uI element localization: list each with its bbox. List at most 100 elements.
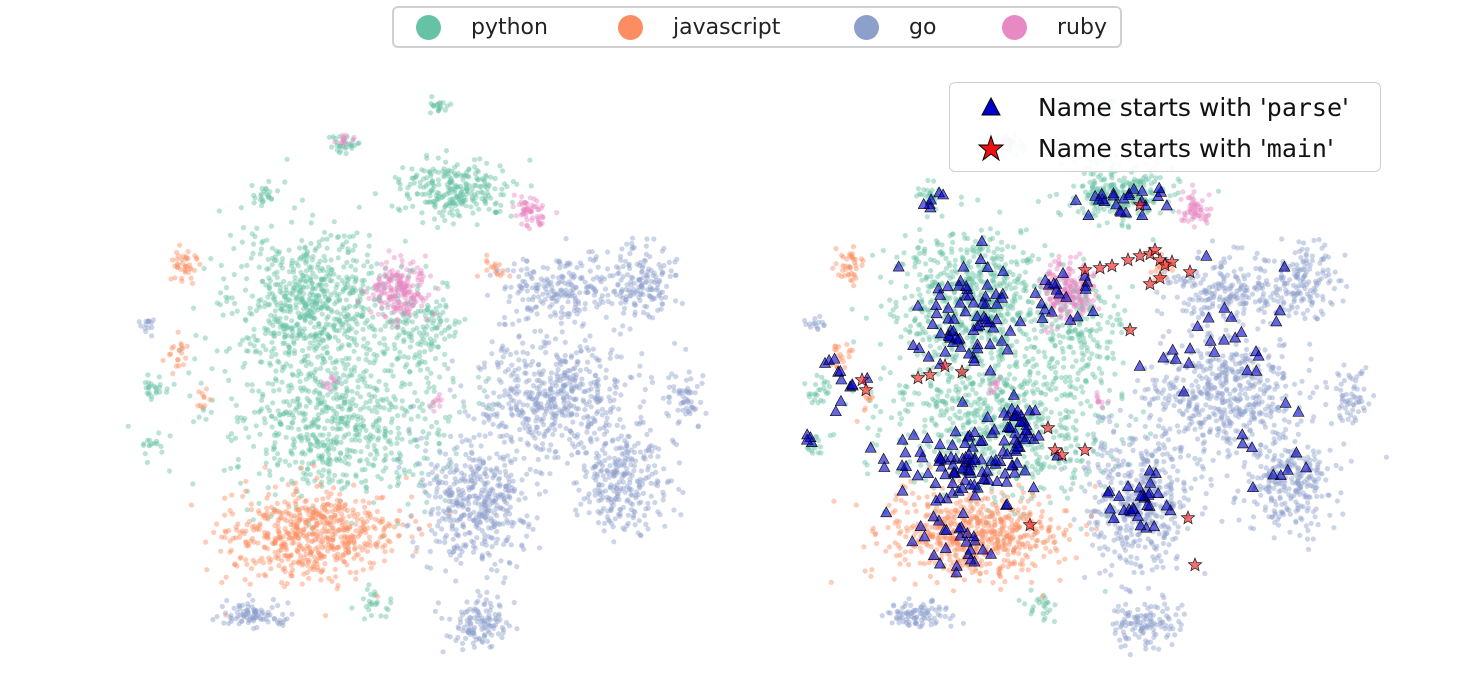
scatter-point-javascript: [197, 261, 203, 267]
scatter-point-python: [234, 464, 240, 470]
scatter-point-python: [296, 368, 302, 374]
scatter-point-python: [1144, 209, 1150, 215]
scatter-point-python: [328, 257, 334, 263]
scatter-point-python: [228, 437, 235, 444]
scatter-point-python: [454, 194, 460, 200]
scatter-point-python: [281, 411, 287, 417]
scatter-point-python: [272, 313, 278, 319]
scatter-point-python: [345, 250, 351, 256]
scatter-point-go: [502, 483, 508, 489]
scatter-point-python: [389, 362, 395, 368]
scatter-point-go: [396, 464, 402, 471]
scatter-point-python: [265, 294, 271, 300]
scatter-point-javascript: [359, 528, 365, 534]
scatter-point-python: [291, 266, 297, 272]
scatter-point-python: [455, 170, 461, 177]
scatter-point-go: [250, 597, 256, 603]
scatter-point-go: [545, 292, 552, 298]
scatter-point-javascript: [347, 569, 353, 576]
scatter-point-python: [321, 276, 327, 282]
scatter-point-python: [1120, 188, 1126, 194]
scatter-point-go: [614, 378, 621, 384]
scatter-point-python: [454, 184, 461, 190]
scatter-point-python: [444, 191, 450, 197]
scatter-point-python: [417, 179, 423, 185]
scatter-point-python: [343, 314, 349, 320]
scatter-point-python: [305, 310, 311, 317]
scatter-point-python: [256, 388, 262, 394]
scatter-point-python: [269, 354, 275, 360]
scatter-point-python: [314, 301, 320, 307]
scatter-point-python: [320, 356, 326, 362]
scatter-point-ruby: [535, 206, 541, 212]
scatter-point-python: [414, 191, 420, 197]
scatter-point-javascript: [395, 533, 401, 539]
scatter-point-go: [269, 604, 275, 611]
scatter-point-go: [489, 351, 495, 357]
scatter-point-python: [473, 182, 479, 189]
scatter-point-python: [290, 481, 296, 487]
scatter-point-go: [284, 616, 290, 622]
scatter-point-python: [304, 258, 310, 264]
scatter-point-go: [594, 395, 600, 401]
scatter-point-python: [473, 194, 479, 200]
scatter-point-python: [277, 324, 283, 330]
scatter-point-go: [520, 297, 526, 303]
scatter-point-python: [405, 501, 411, 507]
scatter-point-go: [644, 431, 650, 438]
scatter-point-python: [286, 304, 292, 310]
scatter-point-go: [645, 467, 651, 473]
scatter-point-go: [641, 512, 648, 519]
scatter-point-go: [440, 649, 446, 655]
scatter-point-python: [271, 257, 278, 263]
scatter-point-go: [408, 512, 414, 519]
scatter-point-python: [325, 392, 331, 398]
scatter-point-python: [422, 199, 428, 205]
scatter-point-python: [419, 210, 425, 216]
scatter-point-python: [332, 417, 338, 424]
scatter-point-python: [447, 414, 453, 420]
scatter-point-python: [1071, 183, 1077, 189]
scatter-point-python: [307, 295, 313, 301]
scatter-point-python: [313, 387, 319, 393]
scatter-point-go: [680, 399, 686, 406]
scatter-point-python: [407, 381, 413, 387]
scatter-point-go: [486, 525, 492, 531]
scatter-point-python: [417, 183, 423, 190]
scatter-point-ruby: [554, 210, 560, 216]
scatter-point-go: [426, 493, 432, 499]
scatter-point-python: [411, 180, 417, 186]
scatter-point-python: [303, 311, 309, 317]
scatter-point-python: [363, 435, 369, 441]
scatter-point-javascript: [222, 534, 228, 541]
scatter-point-javascript: [304, 543, 310, 549]
scatter-point-go: [519, 543, 525, 549]
scatter-point-python: [339, 381, 345, 387]
scatter-point-go: [533, 424, 540, 430]
scatter-point-python: [304, 395, 310, 401]
scatter-point-python: [237, 341, 243, 347]
scatter-point-python: [276, 330, 282, 336]
scatter-point-python: [326, 134, 332, 140]
scatter-point-python: [437, 303, 443, 309]
scatter-point-go: [656, 293, 662, 299]
scatter-point-go: [245, 610, 251, 616]
scatter-point-go: [453, 463, 459, 469]
scatter-point-javascript: [194, 255, 200, 261]
scatter-point-python: [371, 385, 377, 391]
scatter-point-go: [647, 444, 653, 450]
scatter-point-python: [193, 332, 199, 338]
scatter-point-python: [322, 294, 328, 300]
scatter-point-python: [442, 414, 448, 421]
scatter-point-python: [416, 482, 422, 488]
scatter-point-python: [402, 317, 409, 323]
scatter-point-python: [410, 175, 416, 181]
scatter-point-python: [208, 409, 214, 415]
scatter-point-python: [340, 286, 346, 293]
scatter-point-go: [458, 560, 464, 566]
scatter-point-python: [317, 432, 323, 438]
scatter-point-go: [587, 369, 593, 375]
scatter-point-python: [282, 302, 288, 308]
scatter-point-go: [555, 366, 561, 373]
scatter-point-python: [352, 437, 359, 443]
